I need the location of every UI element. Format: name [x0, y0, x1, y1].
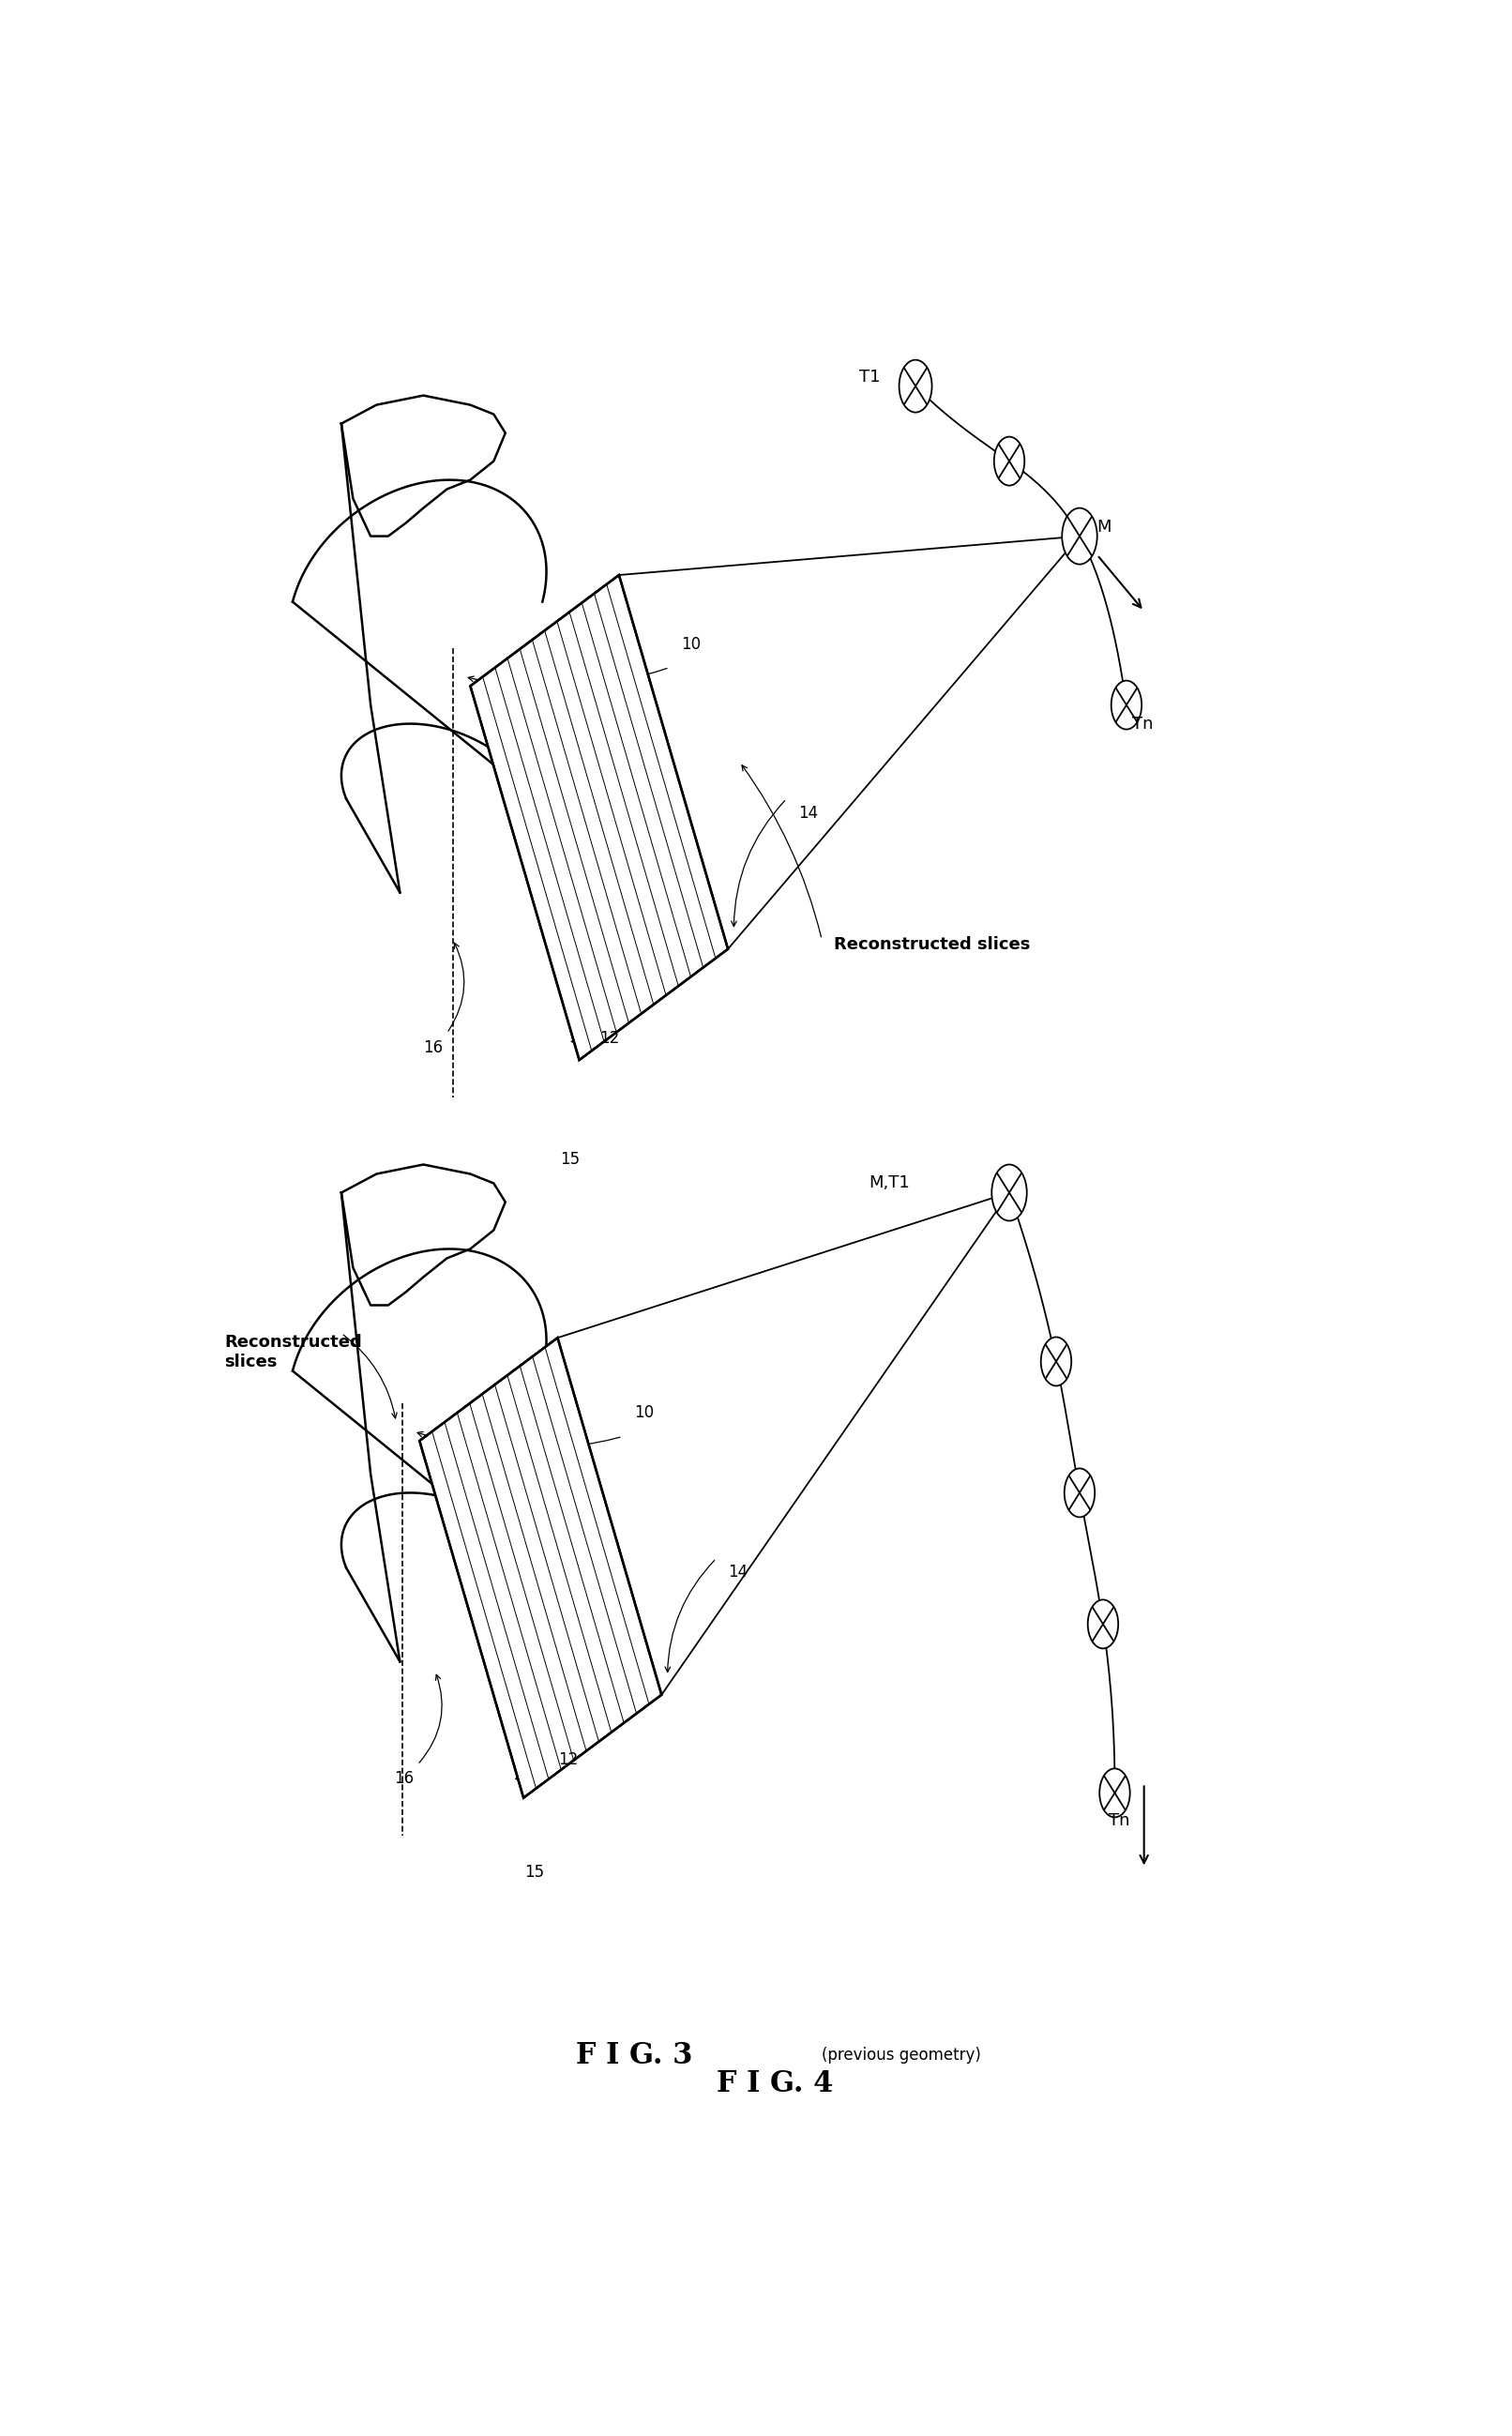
Circle shape: [993, 436, 1025, 485]
Polygon shape: [470, 575, 727, 1060]
Text: F I G. 4: F I G. 4: [717, 2068, 833, 2097]
Circle shape: [1087, 1600, 1119, 1649]
Text: 15: 15: [525, 1864, 544, 1881]
Text: 14: 14: [729, 1564, 748, 1581]
Text: 16: 16: [395, 1771, 414, 1788]
Text: 10: 10: [680, 636, 702, 653]
Circle shape: [1064, 1469, 1095, 1518]
Text: 12: 12: [558, 1751, 578, 1769]
Text: (previous geometry): (previous geometry): [823, 2046, 981, 2063]
Polygon shape: [419, 1337, 662, 1798]
Text: M,T1: M,T1: [868, 1174, 910, 1191]
Circle shape: [1061, 509, 1098, 565]
Circle shape: [900, 361, 931, 412]
Circle shape: [992, 1164, 1027, 1220]
Circle shape: [1099, 1769, 1129, 1817]
Text: Reconstructed
slices: Reconstructed slices: [224, 1335, 361, 1371]
Text: T1: T1: [859, 368, 880, 385]
Text: 12: 12: [599, 1030, 618, 1047]
Text: 14: 14: [798, 804, 818, 821]
Circle shape: [1111, 680, 1142, 728]
Text: Tn: Tn: [1132, 716, 1154, 733]
Text: Reconstructed slices: Reconstructed slices: [833, 935, 1030, 952]
Text: 10: 10: [634, 1406, 655, 1423]
Circle shape: [1040, 1337, 1072, 1386]
Text: M: M: [1098, 519, 1111, 536]
Text: 16: 16: [423, 1038, 443, 1055]
Text: 15: 15: [559, 1152, 579, 1169]
Text: Tn: Tn: [1108, 1812, 1129, 1829]
Text: F I G. 3: F I G. 3: [576, 2041, 692, 2071]
